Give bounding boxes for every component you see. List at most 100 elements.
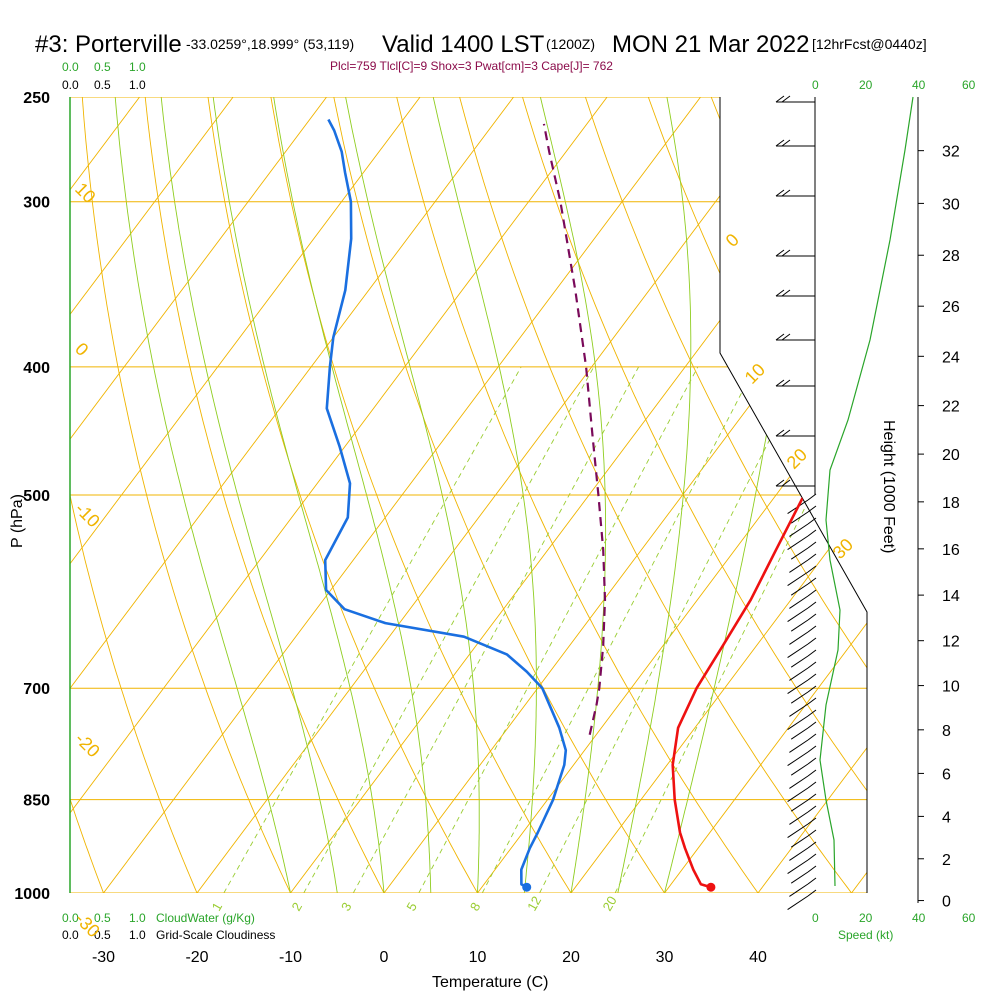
svg-text:40: 40 xyxy=(912,911,926,925)
wind-barb-flag xyxy=(808,638,816,644)
temperature-line xyxy=(673,120,804,888)
wind-barb xyxy=(788,752,808,766)
wind-barb xyxy=(791,764,808,775)
wind-barb-flag xyxy=(808,806,816,812)
station-title: #3: Porterville xyxy=(35,31,182,58)
wind-barb xyxy=(791,656,808,667)
wind-barb xyxy=(788,716,808,730)
wind-barb xyxy=(788,680,808,694)
svg-text:1.0: 1.0 xyxy=(129,60,146,74)
svg-text:60: 60 xyxy=(962,78,976,92)
wind-barb xyxy=(791,584,808,595)
wind-barb xyxy=(791,800,808,811)
wind-barb xyxy=(789,812,808,824)
height-tick-label: 30 xyxy=(942,196,960,213)
height-tick-label: 8 xyxy=(942,723,951,740)
mixing-ratio-line xyxy=(419,367,698,893)
svg-text:Speed (kt): Speed (kt) xyxy=(838,928,893,942)
wind-barb-flag xyxy=(808,554,816,560)
svg-text:20: 20 xyxy=(859,911,873,925)
plot-frame xyxy=(70,97,918,903)
wind-barb-flag xyxy=(808,818,816,824)
mixing-ratio-line xyxy=(482,367,755,893)
wind-barb-flag xyxy=(808,758,816,764)
wind-barb xyxy=(788,536,808,550)
wind-barb xyxy=(789,776,808,788)
wind-barb-flag xyxy=(808,878,816,884)
isotherm-line xyxy=(852,97,1000,893)
pressure-tick-label: 850 xyxy=(23,793,50,810)
speed-scale-bottom: 0 20 40 60 Speed (kt) xyxy=(812,911,976,942)
svg-text:0: 0 xyxy=(812,911,819,925)
svg-text:0.5: 0.5 xyxy=(94,78,111,92)
wind-barb-flag xyxy=(808,674,816,680)
wind-barb-flag xyxy=(808,650,816,656)
height-tick-label: 26 xyxy=(942,299,960,316)
wind-barb xyxy=(789,668,808,680)
svg-text:0.0: 0.0 xyxy=(62,78,79,92)
wind-barb xyxy=(789,740,808,752)
svg-text:CloudWater (g/Kg): CloudWater (g/Kg) xyxy=(156,911,255,925)
wind-barb xyxy=(789,524,808,536)
svg-text:0.0: 0.0 xyxy=(62,60,79,74)
wind-barb-flag xyxy=(808,626,816,632)
height-tick-label: 6 xyxy=(942,766,951,783)
wind-barb-flag xyxy=(808,614,816,620)
pressure-tick-label: 1000 xyxy=(14,886,50,903)
wind-barb xyxy=(788,896,808,910)
wind-barbs xyxy=(776,96,816,910)
wind-barb-flag xyxy=(808,722,816,728)
height-tick-label: 10 xyxy=(942,679,960,696)
mixing-ratio-line xyxy=(615,367,874,893)
mixing-ratio-label: 3 xyxy=(338,900,355,914)
temperature-tick-label: -10 xyxy=(279,949,302,966)
wind-barb-flag xyxy=(808,542,816,548)
wind-barb xyxy=(791,872,808,883)
x-axis-title: Temperature (C) xyxy=(432,974,548,991)
svg-text:1.0: 1.0 xyxy=(129,78,146,92)
isotherm-label: 0 xyxy=(71,339,92,360)
dewpoint-line xyxy=(325,120,566,888)
temperature-tick-label: 10 xyxy=(469,949,487,966)
height-tick-label: 14 xyxy=(942,588,960,605)
wind-barb-flag xyxy=(808,602,816,608)
wind-barb-flag xyxy=(808,698,816,704)
wind-barb-flag xyxy=(808,686,816,692)
wind-barb-flag xyxy=(808,842,816,848)
wind-barb xyxy=(788,572,808,586)
height-tick-label: 20 xyxy=(942,447,960,464)
wind-barb-flag xyxy=(808,854,816,860)
height-tick-label: 16 xyxy=(942,542,960,559)
surface-temperature-point xyxy=(706,883,715,892)
wind-barb xyxy=(788,860,808,874)
parcel-line xyxy=(544,124,605,735)
cloudwater-scale-top: 0.0 0.5 1.0 0.0 0.5 1.0 xyxy=(62,60,146,92)
height-tick-label: 0 xyxy=(942,894,951,911)
svg-text:1.0: 1.0 xyxy=(129,911,146,925)
surface-dewpoint-point xyxy=(522,883,531,892)
isotherm-label: -10 xyxy=(71,499,104,532)
temperature-tick-label: 0 xyxy=(380,949,389,966)
wind-barb-flag xyxy=(808,782,816,788)
pressure-tick-label: 500 xyxy=(23,488,50,505)
wind-barb-flag xyxy=(808,530,816,536)
height-axis-title: Height (1000 Feet) xyxy=(880,420,897,553)
wind-barb xyxy=(789,632,808,644)
wind-barb-flag xyxy=(808,770,816,776)
height-tick-label: 2 xyxy=(942,852,951,869)
valid-utc: (1200Z) xyxy=(546,36,595,52)
pressure-tick-label: 400 xyxy=(23,360,50,377)
height-tick-label: 28 xyxy=(942,248,960,265)
height-tick-label: 32 xyxy=(942,144,960,161)
svg-text:Grid-Scale Cloudiness: Grid-Scale Cloudiness xyxy=(156,928,275,942)
station-coords: -33.0259°,18.999° (53,119) xyxy=(186,36,354,52)
wind-barb-flag xyxy=(808,506,816,512)
wind-barb xyxy=(789,848,808,860)
temperature-tick-label: 40 xyxy=(749,949,767,966)
temperature-tick-label: -30 xyxy=(92,949,115,966)
forecast-label: [12hrFcst@0440z] xyxy=(812,36,927,52)
mixing-ratio-label: 8 xyxy=(467,900,484,914)
